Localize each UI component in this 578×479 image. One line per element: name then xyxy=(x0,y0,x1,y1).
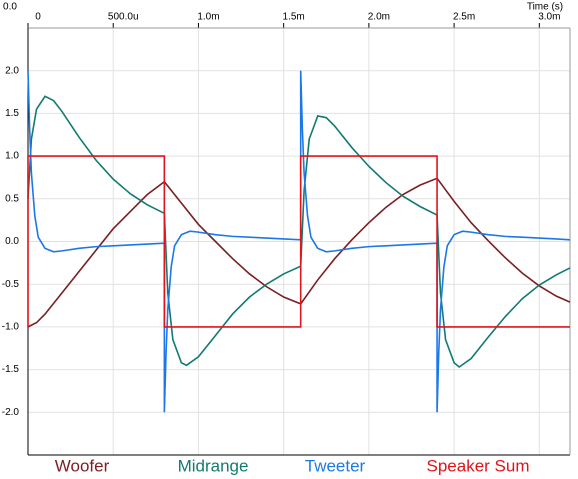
x-tick-label: 1.5m xyxy=(283,12,305,23)
x-tick-label: 2.0m xyxy=(368,12,390,23)
legend-label: Speaker Sum xyxy=(427,456,530,475)
legend-label: Woofer xyxy=(55,456,110,475)
y-tick-label: -0.5 xyxy=(2,279,20,290)
series-line xyxy=(27,70,571,413)
y-tick-label: -2.0 xyxy=(2,407,20,418)
x-tick-label: 0 xyxy=(35,12,41,23)
y-tick-label: -1.0 xyxy=(2,322,20,333)
y-tick-label: 2.0 xyxy=(5,65,19,76)
x-tick-label: 3.0m xyxy=(538,12,560,23)
y-tick-label: 0.5 xyxy=(5,193,19,204)
x-tick-label: 2.5m xyxy=(453,12,475,23)
legend-label: Tweeter xyxy=(305,456,366,475)
x-axis-label: Time (s) xyxy=(527,2,563,13)
series-line xyxy=(27,155,570,328)
corner-label: 0.0 xyxy=(3,2,17,13)
legend-label: Midrange xyxy=(178,456,249,475)
y-tick-label: 1.0 xyxy=(5,151,19,162)
y-tick-label: -1.5 xyxy=(2,364,20,375)
y-tick-label: 0.0 xyxy=(5,236,19,247)
y-tick-label: 1.5 xyxy=(5,108,19,119)
x-tick-label: 500.0u xyxy=(108,12,139,23)
series-line xyxy=(27,177,571,328)
x-tick-label: 1.0m xyxy=(197,12,219,23)
